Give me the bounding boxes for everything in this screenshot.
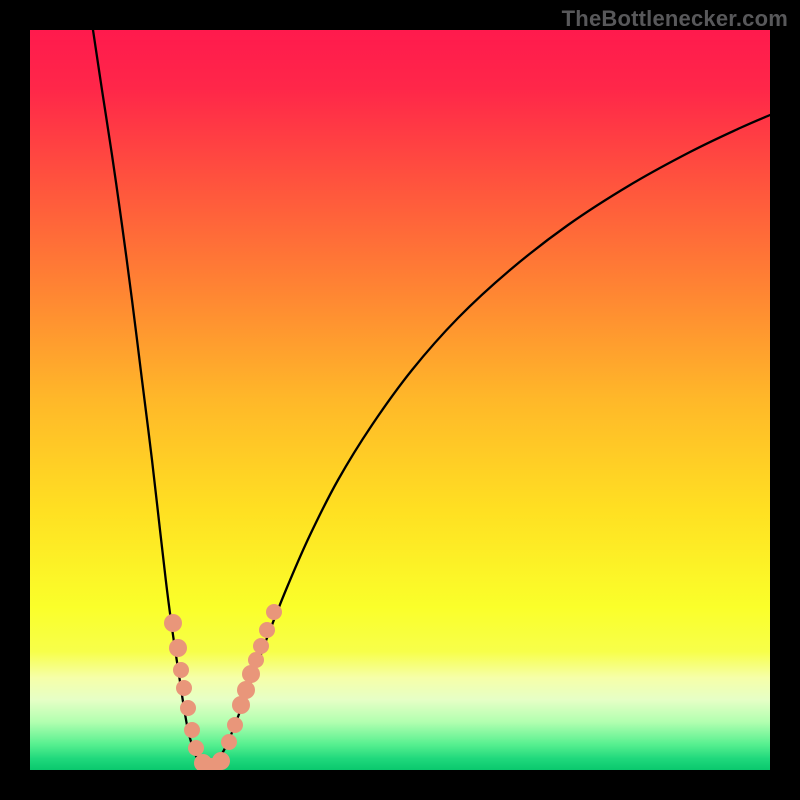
data-marker <box>173 662 189 678</box>
data-marker <box>259 622 275 638</box>
figure-root: TheBottlenecker.com <box>0 0 800 800</box>
data-marker <box>248 652 264 668</box>
data-marker <box>180 700 196 716</box>
data-marker <box>212 752 230 770</box>
data-marker <box>221 734 237 750</box>
data-marker <box>188 740 204 756</box>
data-marker <box>176 680 192 696</box>
watermark-text: TheBottlenecker.com <box>562 6 788 32</box>
gradient-background <box>30 30 770 770</box>
data-marker <box>237 681 255 699</box>
data-marker <box>164 614 182 632</box>
plot-svg <box>30 30 770 770</box>
data-marker <box>184 722 200 738</box>
data-marker <box>253 638 269 654</box>
data-marker <box>227 717 243 733</box>
data-marker <box>169 639 187 657</box>
plot-area <box>30 30 770 770</box>
data-marker <box>266 604 282 620</box>
